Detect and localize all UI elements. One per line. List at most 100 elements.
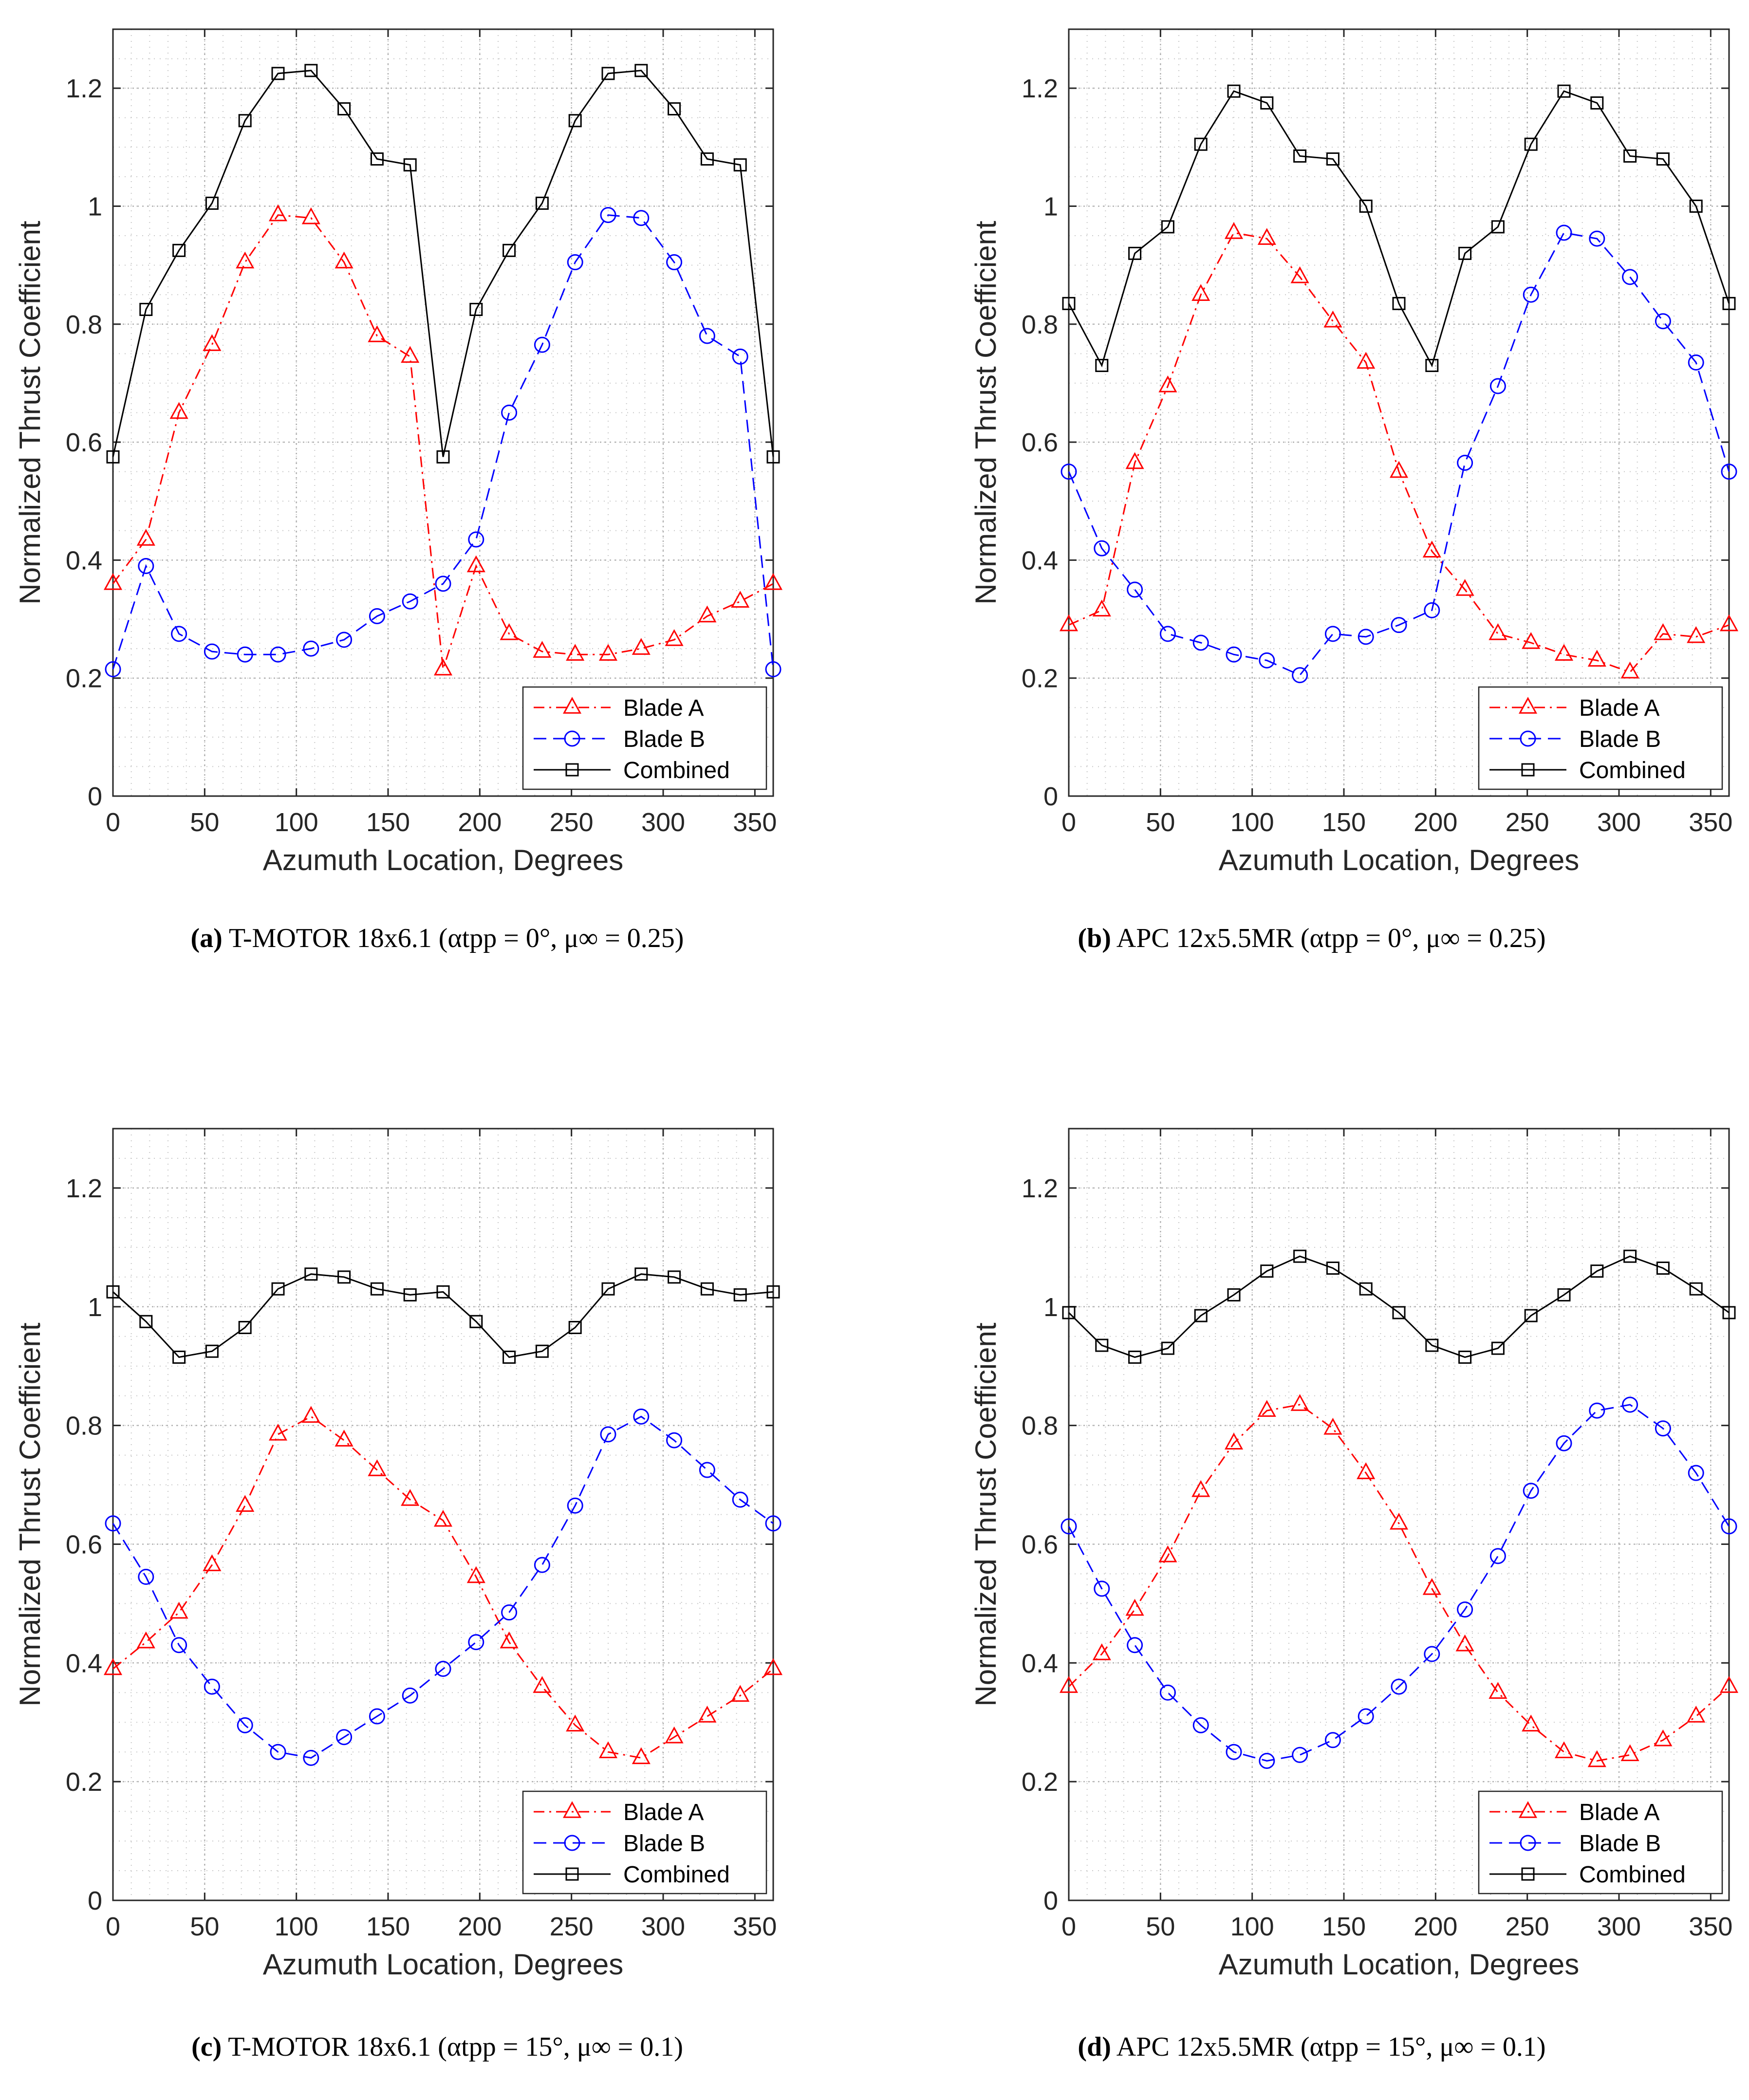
- data-point: [1457, 454, 1473, 471]
- data-point: [1061, 464, 1077, 480]
- x-tick-label: 100: [1230, 808, 1274, 837]
- data-point: [1656, 1262, 1670, 1275]
- data-point: [698, 1706, 717, 1723]
- data-point: [270, 1744, 286, 1760]
- data-point: [1620, 661, 1639, 679]
- legend-marker: [565, 1867, 579, 1881]
- data-point: [1489, 1548, 1506, 1564]
- legend-marker: [1521, 763, 1535, 777]
- data-point: [1127, 581, 1143, 598]
- data-point: [433, 1509, 453, 1527]
- data-point: [598, 1741, 618, 1758]
- data-point: [1455, 1634, 1474, 1652]
- data-point: [1524, 1309, 1538, 1322]
- y-tick-label: 0: [88, 1886, 102, 1915]
- data-point: [268, 1424, 288, 1441]
- legend-entry: Blade A: [623, 1800, 704, 1825]
- y-tick-label: 1.2: [1022, 1174, 1058, 1203]
- x-tick-label: 150: [366, 1912, 410, 1941]
- x-tick-label: 200: [458, 1912, 502, 1941]
- data-point: [568, 1320, 582, 1334]
- x-tick-label: 350: [1689, 1912, 1732, 1941]
- series-line: [112, 1415, 774, 1759]
- data-point: [1458, 1350, 1472, 1364]
- data-point: [766, 450, 780, 464]
- data-point: [1523, 286, 1539, 303]
- data-point: [502, 243, 516, 257]
- data-point: [304, 1267, 318, 1281]
- series-line: [112, 1415, 774, 1759]
- data-point: [1391, 617, 1407, 633]
- data-point: [1687, 1706, 1706, 1723]
- series-line: [1068, 232, 1730, 673]
- data-point: [401, 346, 420, 363]
- data-point: [568, 114, 582, 128]
- x-tick-label: 300: [1597, 808, 1641, 837]
- legend-entry: Blade A: [623, 695, 704, 721]
- legend-marker: [1518, 1801, 1538, 1818]
- series-line: [1068, 1404, 1730, 1762]
- data-point: [633, 210, 650, 226]
- data-point: [466, 555, 485, 573]
- series-blade-b: [105, 207, 781, 678]
- y-tick-label: 1.2: [66, 1174, 102, 1203]
- data-point: [634, 1267, 648, 1281]
- data-point: [1059, 1676, 1079, 1693]
- data-point: [106, 450, 120, 464]
- data-point: [236, 251, 255, 269]
- data-point: [304, 64, 318, 77]
- data-point: [337, 1270, 351, 1284]
- data-point: [1125, 452, 1144, 469]
- data-point: [402, 593, 418, 610]
- data-point: [1654, 1729, 1673, 1747]
- y-tick-label: 0: [88, 782, 102, 811]
- data-point: [1556, 224, 1572, 241]
- data-point: [1092, 1643, 1111, 1660]
- data-point: [1392, 1306, 1406, 1319]
- x-axis-label: Azumuth Location, Degrees: [263, 1948, 623, 1981]
- data-point: [435, 1661, 451, 1677]
- series-blade-a: [1059, 222, 1739, 679]
- chart-panel-4: 0 50 100 150 200 250 300 350 0 0.2 0.4 0.6 0.8 1 1.2 Az…: [969, 1128, 1739, 1981]
- data-point: [1721, 464, 1737, 480]
- data-point: [1293, 149, 1307, 163]
- series-combined: [1062, 1249, 1736, 1364]
- data-point: [301, 207, 320, 224]
- data-point: [567, 1497, 583, 1514]
- data-point: [731, 1685, 750, 1702]
- data-point: [205, 1344, 219, 1358]
- data-point: [401, 1489, 420, 1506]
- y-axis-label: Normalized Thrust Coefficient: [969, 1322, 1002, 1706]
- x-tick-label: 300: [1597, 1912, 1641, 1941]
- data-point: [172, 1350, 186, 1364]
- caption-label: (c): [191, 2032, 222, 2062]
- data-point: [1689, 199, 1703, 213]
- data-point: [237, 1717, 253, 1733]
- data-point: [1323, 1417, 1342, 1435]
- caption-label: (b): [1078, 923, 1111, 953]
- data-point: [1224, 222, 1244, 239]
- series-combined: [1062, 84, 1736, 372]
- data-point: [370, 152, 384, 166]
- data-point: [1424, 1646, 1440, 1662]
- x-tick-label: 200: [458, 808, 502, 837]
- data-point: [1357, 1462, 1376, 1479]
- x-tick-label: 350: [733, 1912, 777, 1941]
- caption-1: (a) T-MOTOR 18x6.1 (αtpp = 0°, μ∞ = 0.25…: [0, 923, 874, 954]
- x-tick-label: 250: [550, 808, 594, 837]
- legend: Blade A Blade B Combined: [1478, 686, 1723, 790]
- data-point: [1422, 1578, 1441, 1595]
- y-tick-label: 0.2: [1022, 664, 1058, 693]
- series-line: [112, 214, 774, 669]
- data-point: [1620, 1744, 1639, 1762]
- data-point: [566, 1714, 585, 1732]
- data-point: [1656, 152, 1670, 166]
- data-point: [433, 658, 453, 676]
- legend-entry: Combined: [1579, 758, 1686, 783]
- legend-marker: [1518, 697, 1538, 714]
- data-point: [1458, 246, 1472, 260]
- data-point: [632, 1747, 651, 1765]
- x-tick-label: 50: [1146, 808, 1175, 837]
- x-tick-label: 100: [275, 1912, 318, 1941]
- data-point: [1489, 1682, 1507, 1699]
